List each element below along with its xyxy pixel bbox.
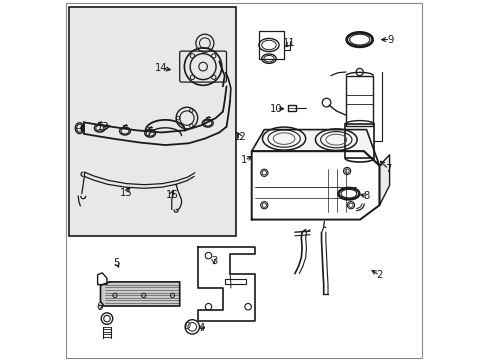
Text: 14: 14 (154, 63, 167, 73)
Text: 2: 2 (376, 270, 382, 280)
Text: 3: 3 (210, 256, 217, 266)
Polygon shape (98, 273, 107, 284)
Polygon shape (251, 130, 379, 166)
Text: 11: 11 (283, 38, 295, 48)
Text: 1: 1 (241, 155, 247, 165)
Text: 16: 16 (165, 190, 178, 200)
Text: 10: 10 (269, 104, 282, 114)
Text: 12: 12 (233, 132, 246, 142)
Polygon shape (197, 247, 255, 321)
Polygon shape (379, 155, 389, 205)
Text: 5: 5 (113, 258, 120, 268)
Polygon shape (101, 282, 179, 306)
Bar (224, 279, 246, 284)
Bar (287, 105, 295, 111)
Bar (346, 76, 373, 126)
Text: 6: 6 (97, 302, 103, 312)
Bar (345, 124, 373, 158)
Text: 4: 4 (198, 323, 204, 333)
Text: 8: 8 (363, 191, 369, 201)
Text: 15: 15 (120, 188, 133, 198)
Bar (258, 31, 284, 59)
Text: 9: 9 (386, 35, 393, 45)
Bar (69, 7, 236, 236)
Text: 7: 7 (385, 164, 391, 174)
Text: 13: 13 (97, 122, 109, 132)
Text: D: D (184, 323, 190, 331)
Polygon shape (251, 151, 379, 220)
